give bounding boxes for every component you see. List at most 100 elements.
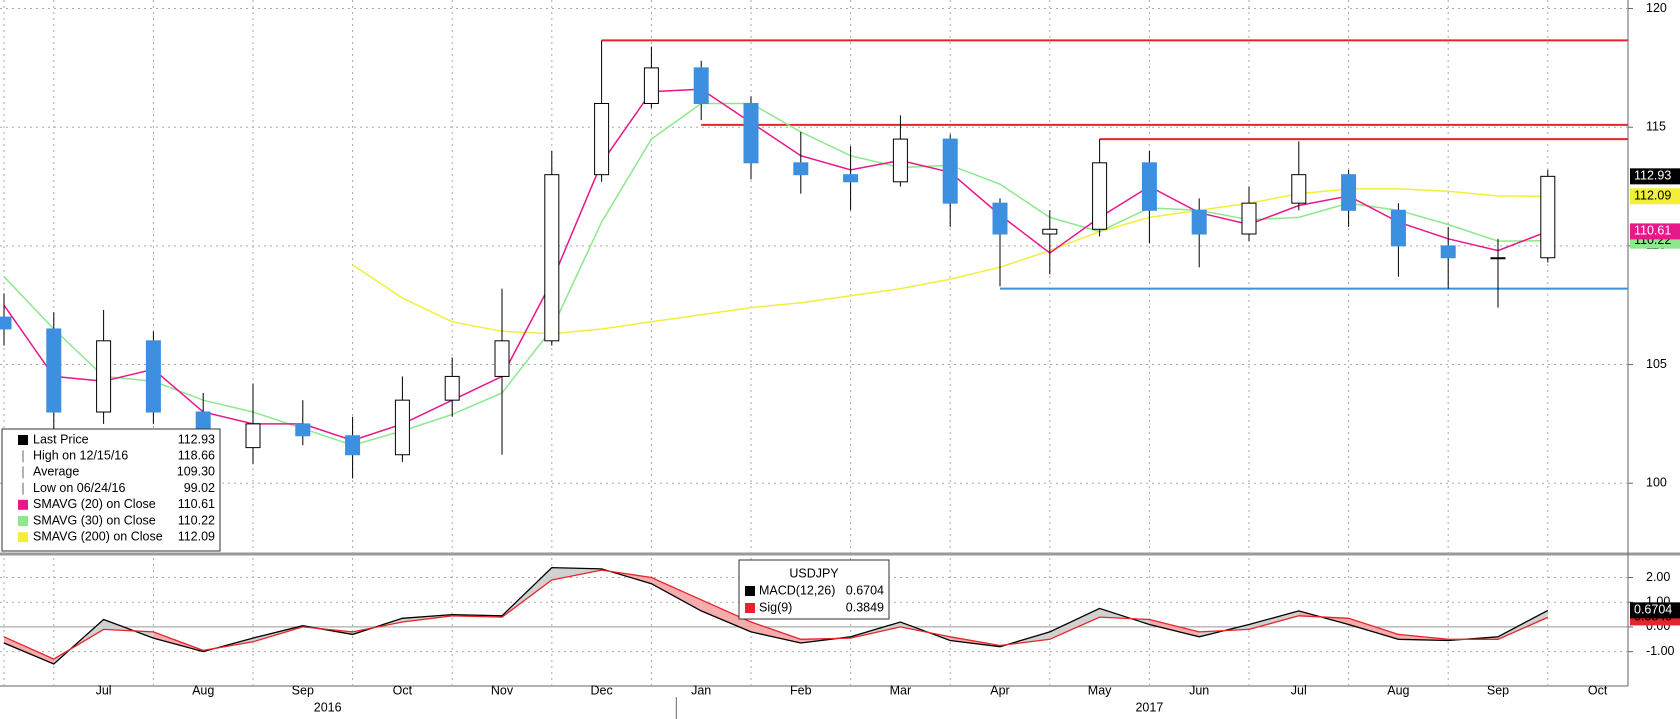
candle-body: [1141, 162, 1157, 211]
y-tick-label: 105: [1646, 357, 1667, 371]
candle-body: [1241, 202, 1257, 235]
candle-body: [1341, 174, 1357, 211]
candle-body: [494, 340, 510, 377]
macd-fill: [1249, 610, 1299, 630]
sma-line: [3, 88, 1549, 442]
macd-tag-label: 0.6704: [1634, 603, 1672, 617]
candle-body: [643, 67, 659, 104]
last-price-tag-label: 112.93: [1634, 169, 1671, 183]
candle-body: [145, 340, 161, 413]
legend-value: 99.02: [184, 481, 215, 495]
legend-swatch: [18, 532, 28, 543]
legend-value: 109.30: [177, 465, 215, 479]
candle-body: [1042, 228, 1058, 235]
legend-value: 110.61: [178, 497, 215, 511]
candle-body: [1191, 209, 1207, 235]
y-tick-label: 2.00: [1646, 570, 1670, 584]
x-year-label: 2016: [314, 700, 342, 714]
legend-swatch: [18, 435, 28, 445]
candle-body: [1092, 162, 1108, 230]
x-tick-label: Sep: [292, 683, 314, 697]
candle-body: [295, 423, 311, 437]
candle-body: [693, 67, 709, 104]
legend-label: SMAVG (200) on Close: [33, 529, 163, 543]
legend-label: Average: [33, 465, 79, 479]
candle-body: [96, 340, 112, 413]
legend-value: 0.6704: [846, 583, 884, 597]
candle-body: [892, 138, 908, 183]
macd-fill: [1348, 618, 1399, 640]
legend-label: MACD(12,26): [759, 583, 835, 597]
last-price-tag: [1630, 168, 1680, 185]
candle-body: [1440, 245, 1456, 259]
x-tick-label: Sep: [1487, 683, 1509, 697]
macd-fill: [1149, 619, 1200, 637]
macd-line: [3, 569, 1549, 660]
candle-body: [444, 375, 460, 401]
macd-fill: [701, 599, 751, 632]
y-tick-label: -1.00: [1646, 644, 1675, 658]
x-tick-label: Dec: [590, 683, 612, 697]
x-tick-label: Apr: [990, 683, 1009, 697]
legend-box: [1, 428, 221, 552]
macd-legend-box: [738, 559, 890, 620]
candle-body: [394, 399, 410, 456]
candle-body: [843, 174, 859, 183]
x-tick-label: Nov: [491, 683, 514, 697]
candle-body: [245, 423, 261, 449]
macd-fill: [751, 621, 801, 643]
legend-label: Low on 06/24/16: [33, 481, 125, 495]
candle-body: [1291, 174, 1307, 204]
legend-label: Sig(9): [759, 600, 792, 614]
y-tick-label: 120: [1646, 1, 1667, 15]
x-tick-label: Aug: [1387, 683, 1409, 697]
x-tick-label: Jan: [691, 683, 711, 697]
x-tick-label: Jul: [1291, 683, 1307, 697]
candle-body: [793, 162, 809, 176]
sma-line: [3, 102, 1548, 446]
candle-body: [942, 138, 958, 204]
macd-fill: [4, 636, 54, 665]
candle-body: [594, 102, 610, 176]
candle-body: [1490, 257, 1506, 260]
candle-body: [46, 328, 62, 413]
candle-body: [992, 202, 1008, 235]
value-tag: [1630, 223, 1680, 240]
x-tick-label: Aug: [192, 683, 214, 697]
legend-label: SMAVG (30) on Close: [33, 513, 156, 527]
x-tick-label: Feb: [790, 683, 812, 697]
y-tick-label: 100: [1646, 476, 1667, 490]
x-tick-label: Oct: [1588, 683, 1608, 697]
value-tag: [1630, 188, 1680, 205]
legend-value: 118.66: [178, 448, 215, 462]
legend-swatch: [745, 603, 755, 613]
x-tick-label: May: [1088, 683, 1112, 697]
macd-tag: [1630, 602, 1680, 619]
y-tick-label: 115: [1646, 120, 1666, 134]
x-tick-label: Oct: [393, 683, 413, 697]
macd-fill: [1049, 608, 1100, 640]
legend-swatch: [18, 516, 28, 526]
candle-body: [743, 102, 759, 164]
legend-value: 0.3849: [846, 600, 884, 614]
legend-value: 110.22: [178, 513, 215, 527]
x-tick-label: Jun: [1189, 683, 1209, 697]
macd-line: [3, 566, 1549, 665]
x-tick-label: Jul: [96, 683, 112, 697]
candle-body: [0, 316, 12, 330]
legend-value: 112.93: [178, 432, 215, 446]
legend-label: High on 12/15/16: [33, 448, 128, 462]
value-tag-label: 110.61: [1634, 224, 1671, 238]
legend-swatch: [745, 586, 755, 596]
x-tick-label: Mar: [890, 683, 912, 697]
legend-label: SMAVG (20) on Close: [33, 497, 156, 511]
legend-value: 112.09: [178, 529, 215, 543]
candle-body: [345, 435, 361, 456]
macd-fill: [651, 577, 702, 611]
value-tag-label: 112.09: [1634, 189, 1671, 203]
candle-body: [1540, 175, 1556, 259]
legend-label: Last Price: [33, 432, 89, 446]
x-year-label: 2017: [1135, 700, 1163, 714]
candle-body: [1390, 209, 1406, 247]
